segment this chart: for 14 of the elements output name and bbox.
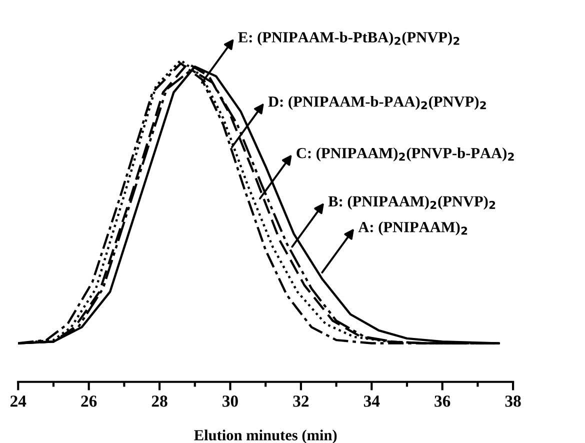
x-tick-label: 30 — [222, 396, 238, 407]
x-tick-label: 32 — [293, 396, 309, 407]
x-tick-label: 36 — [434, 396, 450, 407]
x-tick-label: 34 — [364, 396, 380, 407]
annotation: B: (PNIPAAM)$_{2}$(PNVP)$_{2}$ — [328, 196, 496, 210]
annotation: D: (PNIPAAM-b-PAA)$_{2}$(PNVP)$_{2}$ — [268, 96, 486, 110]
x-tick-label: 38 — [505, 396, 521, 407]
annotation: C: (PNIPAAM)$_{2}$(PNVP-b-PAA)$_{2}$ — [296, 147, 514, 162]
x-axis-title: Elution minutes (min) — [194, 430, 337, 443]
x-tick-label: 26 — [81, 396, 97, 407]
annotation: E: (PNIPAAM-b-PtBA)$_{2}$(PNVP)$_{2}$ — [238, 32, 460, 46]
x-tick-label: 28 — [152, 396, 168, 407]
x-tick-label: 24 — [10, 396, 26, 407]
annotation: A: (PNIPAAM)$_{2}$ — [358, 221, 468, 236]
